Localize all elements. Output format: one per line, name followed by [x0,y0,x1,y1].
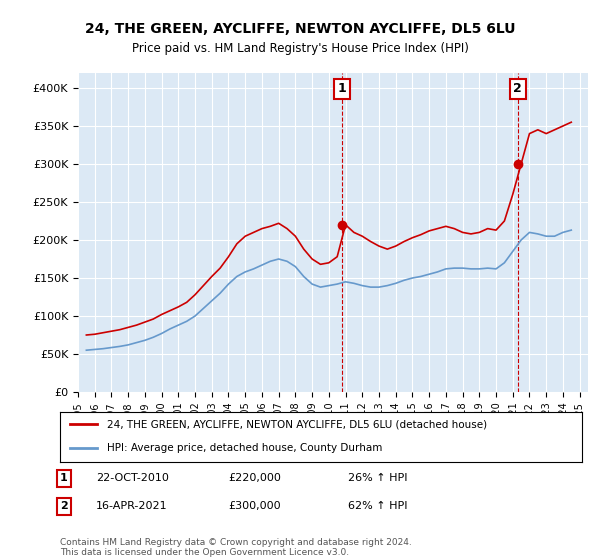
Text: 22-OCT-2010: 22-OCT-2010 [96,473,169,483]
Text: Price paid vs. HM Land Registry's House Price Index (HPI): Price paid vs. HM Land Registry's House … [131,42,469,55]
Text: 26% ↑ HPI: 26% ↑ HPI [348,473,407,483]
Text: Contains HM Land Registry data © Crown copyright and database right 2024.
This d: Contains HM Land Registry data © Crown c… [60,538,412,557]
Text: £220,000: £220,000 [228,473,281,483]
Text: 1: 1 [338,82,347,95]
Text: HPI: Average price, detached house, County Durham: HPI: Average price, detached house, Coun… [107,443,382,453]
Text: 62% ↑ HPI: 62% ↑ HPI [348,501,407,511]
Text: 2: 2 [60,501,68,511]
Text: 1: 1 [60,473,68,483]
Text: £300,000: £300,000 [228,501,281,511]
Text: 16-APR-2021: 16-APR-2021 [96,501,167,511]
Text: 24, THE GREEN, AYCLIFFE, NEWTON AYCLIFFE, DL5 6LU (detached house): 24, THE GREEN, AYCLIFFE, NEWTON AYCLIFFE… [107,419,487,429]
Text: 24, THE GREEN, AYCLIFFE, NEWTON AYCLIFFE, DL5 6LU: 24, THE GREEN, AYCLIFFE, NEWTON AYCLIFFE… [85,22,515,36]
Text: 2: 2 [514,82,522,95]
